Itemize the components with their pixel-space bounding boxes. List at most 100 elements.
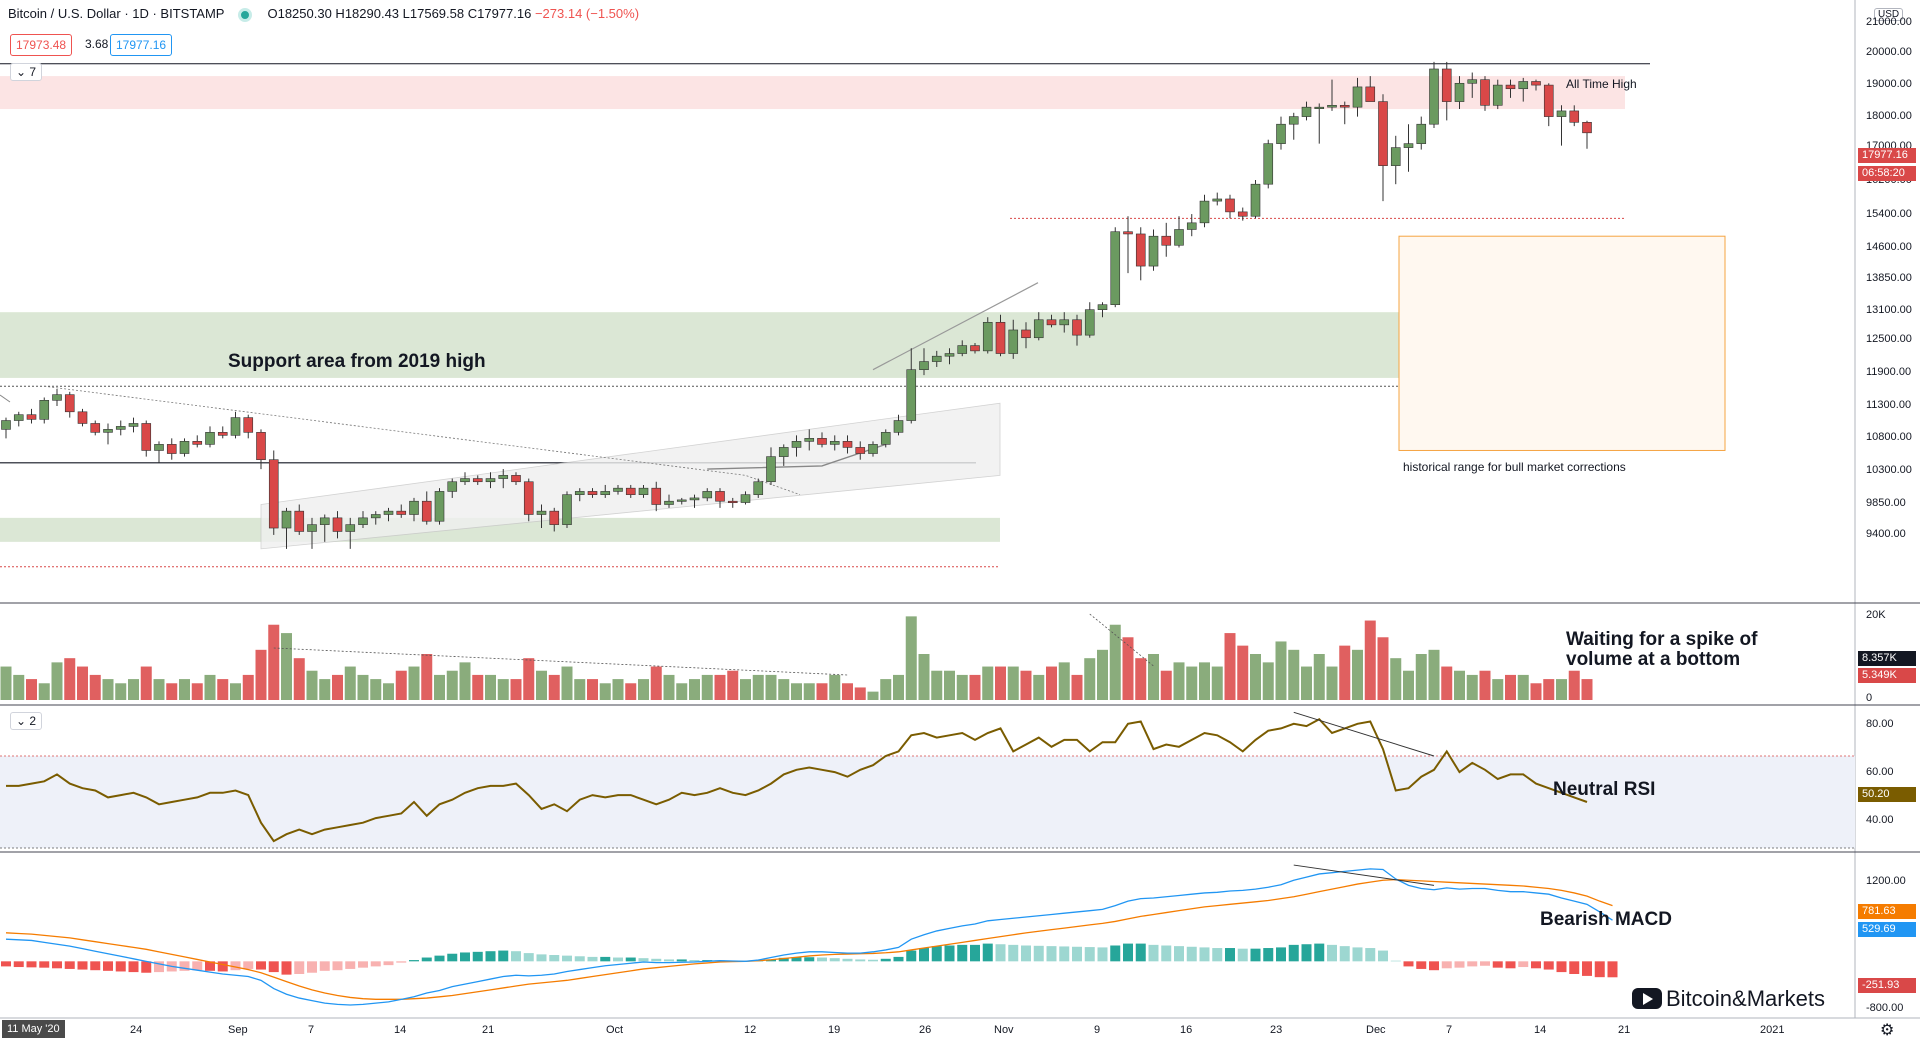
candle-body <box>13 414 24 421</box>
volume-bar <box>230 683 241 700</box>
macd-line-badge: 529.69 <box>1858 922 1916 937</box>
ask-price[interactable]: 17977.16 <box>110 34 173 56</box>
volume-bar <box>1364 620 1376 700</box>
price-axis-tick: 14600.00 <box>1866 241 1912 253</box>
volume-bar <box>650 666 662 700</box>
candle-body <box>1582 121 1592 134</box>
volume-bar <box>791 683 802 700</box>
macd-histogram-bar <box>511 951 521 962</box>
time-axis-label: Sep <box>228 1024 248 1036</box>
macd-histogram-bar <box>205 961 215 971</box>
macd-histogram-bar <box>1186 946 1197 962</box>
volume-bar <box>1326 666 1338 700</box>
volume-bar <box>1007 666 1019 700</box>
candle-body <box>676 499 687 502</box>
candle-body <box>651 487 662 505</box>
volume-bar <box>587 679 598 700</box>
candle-body <box>154 444 164 451</box>
time-axis-label: 7 <box>308 1024 315 1036</box>
candle-body <box>957 345 968 354</box>
volume-bar <box>1313 654 1325 700</box>
gear-icon[interactable]: ⚙ <box>1880 1022 1895 1039</box>
macd-histogram-bar <box>829 958 840 962</box>
candle-body <box>880 432 891 445</box>
rsi-collapse-button[interactable]: ⌄ 2 <box>10 712 43 730</box>
macd-histogram-bar <box>1454 961 1465 968</box>
volume-bar <box>459 662 471 700</box>
volume-bar <box>727 670 739 700</box>
candle-body <box>1339 105 1350 108</box>
macd-histogram-bar <box>179 961 190 971</box>
time-axis-label: 16 <box>1180 1024 1193 1036</box>
macd-histogram-bar <box>804 957 815 962</box>
time-axis-label: 21 <box>482 1024 495 1036</box>
candle-body <box>383 510 394 515</box>
lower-support-zone <box>0 517 1000 542</box>
bid-price[interactable]: 17973.48 <box>10 34 73 56</box>
candle-body <box>1569 110 1580 123</box>
symbol-title[interactable]: Bitcoin / U.S. Dollar · 1D · BITSTAMP <box>8 6 225 21</box>
indicators-toggle-button[interactable]: ⌄ 7 <box>10 63 43 81</box>
candle-body <box>1186 222 1197 230</box>
macd-histogram-bar <box>638 958 649 962</box>
edge-arrow-icon <box>0 394 11 403</box>
price-change: −273.14 (−1.50%) <box>534 6 640 21</box>
macd-histogram-bar <box>587 956 598 962</box>
macd-histogram-bar <box>26 961 37 968</box>
rsi-axis-tick: 60.00 <box>1866 766 1894 778</box>
volume-bar <box>1479 670 1491 700</box>
macd-histogram-bar <box>1097 947 1108 962</box>
volume-high-badge: 8.357K <box>1858 651 1916 666</box>
volume-bar <box>689 679 700 700</box>
macd-histogram-bar <box>383 961 394 966</box>
volume-bar <box>561 666 573 700</box>
currency-button[interactable]: USD <box>1874 8 1904 21</box>
volume-bar <box>1033 674 1045 700</box>
volume-bar <box>1492 679 1504 700</box>
time-axis-label: 24 <box>130 1024 143 1036</box>
macd-histogram-bar <box>39 961 50 968</box>
candle-body <box>1110 231 1121 306</box>
candle-body <box>179 441 190 454</box>
volume-bar <box>931 670 943 700</box>
macd-histogram-bar <box>115 961 126 972</box>
volume-bar <box>395 670 407 700</box>
volume-bar <box>1454 670 1465 700</box>
macd-histogram-bar <box>1148 944 1159 962</box>
macd-histogram-bar <box>689 960 700 962</box>
indicators-count: 7 <box>29 65 37 79</box>
macd-histogram-bar <box>1531 961 1541 969</box>
volume-bar <box>217 679 229 700</box>
candle-body <box>1046 319 1057 326</box>
volume-bar <box>829 674 841 700</box>
macd-histogram-bar <box>523 953 534 962</box>
macd-hist-badge: -251.93 <box>1858 978 1916 993</box>
time-axis-label: 19 <box>828 1024 841 1036</box>
candle-body <box>294 510 305 532</box>
chevron-down-icon: ⌄ <box>16 714 27 728</box>
volume-bar <box>510 679 522 700</box>
candle-body <box>485 478 496 483</box>
price-axis-tick: 9400.00 <box>1866 528 1906 540</box>
macd-histogram-bar <box>90 961 101 971</box>
macd-histogram-bar <box>128 961 139 973</box>
macd-histogram-bar <box>676 959 687 962</box>
time-axis-label: 26 <box>919 1024 932 1036</box>
volume-bar <box>1377 637 1389 700</box>
rsi-value-badge: 50.20 <box>1858 787 1916 802</box>
volume-bar <box>1517 674 1529 700</box>
macd-histogram-bar <box>319 961 330 971</box>
volume-bar <box>880 679 892 700</box>
macd-histogram-bar <box>434 955 445 962</box>
time-axis-label: 14 <box>1534 1024 1547 1036</box>
candle-body <box>562 494 572 525</box>
price-axis-tick: 18000.00 <box>1866 110 1912 122</box>
price-axis-tick: 13850.00 <box>1866 272 1912 284</box>
time-axis-label: Dec <box>1366 1024 1386 1036</box>
candle-body <box>1225 198 1235 213</box>
candle-body <box>715 491 725 502</box>
macd-histogram-bar <box>1021 945 1031 962</box>
volume-bar <box>77 666 88 700</box>
volume-bar <box>548 674 560 700</box>
